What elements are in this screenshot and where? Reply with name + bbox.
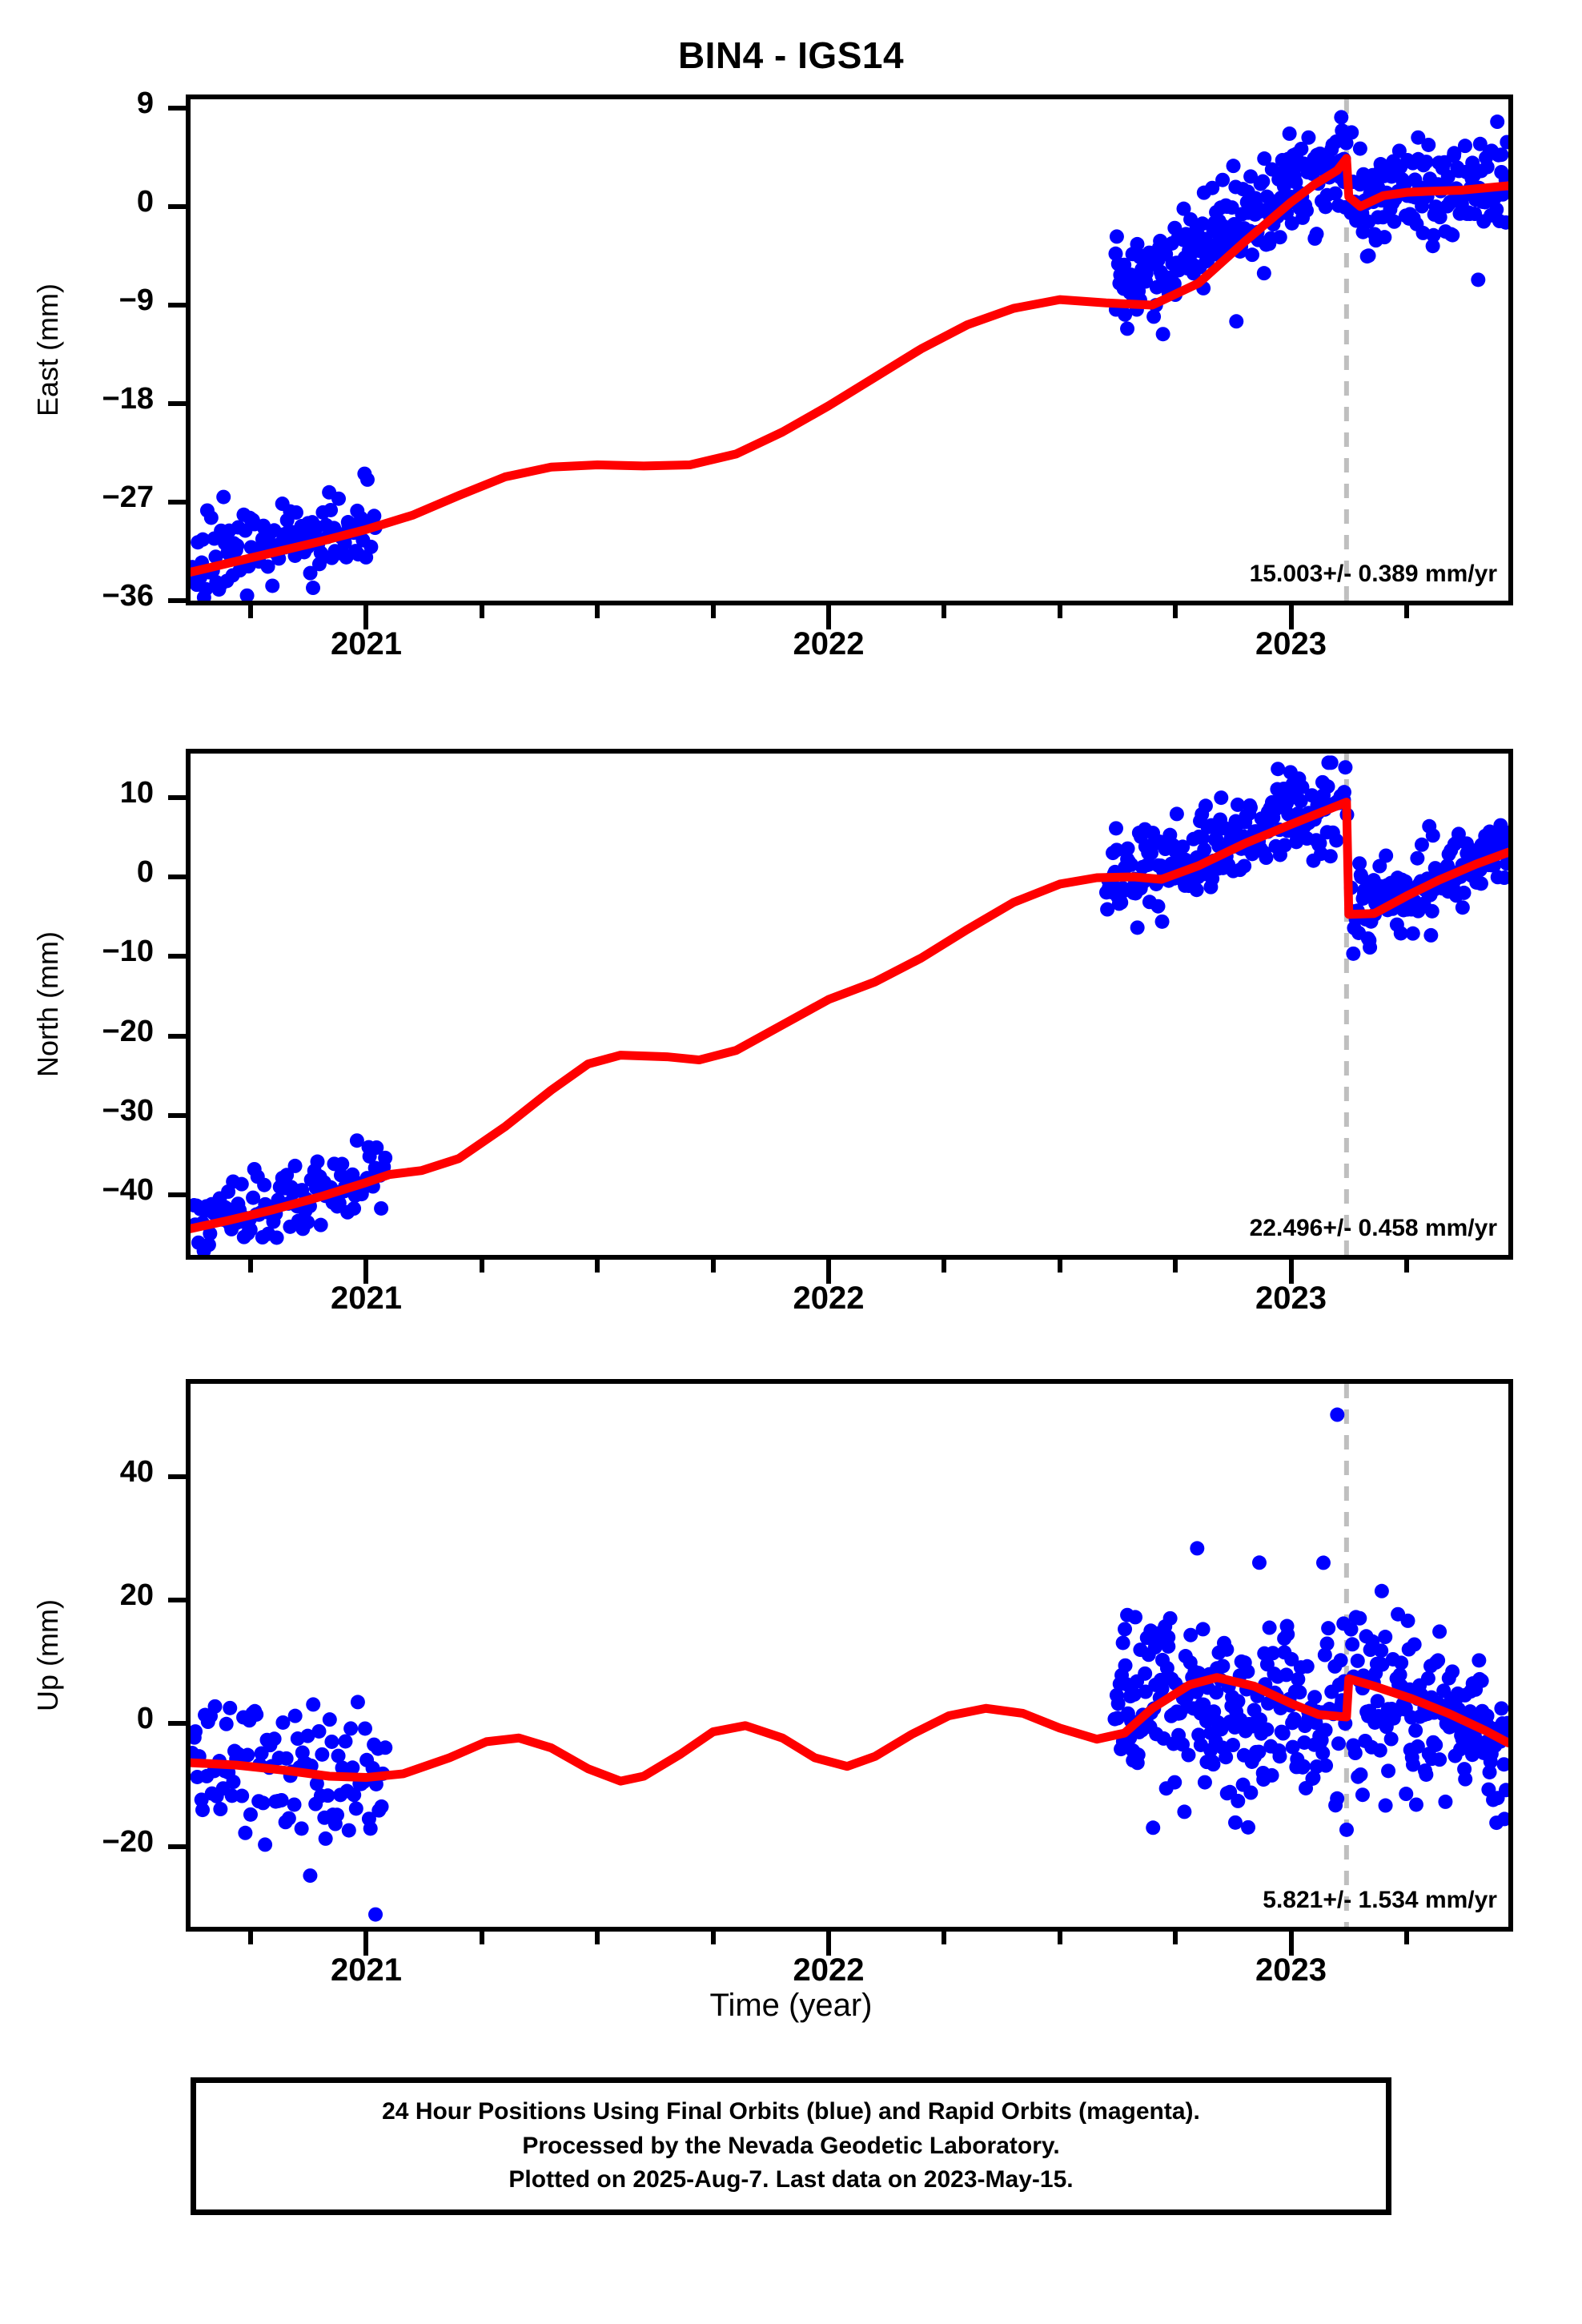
x-major-tick <box>826 605 831 629</box>
y-axis-label-east: East (mm) <box>31 283 64 416</box>
y-tick-label: −30 <box>102 1094 154 1128</box>
x-major-tick <box>363 605 369 629</box>
footer-line-3: Plotted on 2025-Aug-7. Last data on 2023… <box>508 2166 1074 2193</box>
y-tick-mark <box>168 1192 186 1198</box>
x-minor-tick <box>479 1932 484 1944</box>
y-tick-mark <box>168 203 186 209</box>
x-minor-tick <box>595 1260 600 1273</box>
model-fit-line <box>191 154 1508 577</box>
x-minor-tick <box>1173 1260 1178 1273</box>
x-minor-tick <box>710 1260 716 1273</box>
model-fit-line <box>191 1673 1508 1786</box>
x-major-tick <box>1288 1260 1294 1284</box>
x-major-tick <box>826 1260 831 1284</box>
x-major-tick <box>363 1260 369 1284</box>
model-fit-line <box>191 798 1508 1233</box>
x-tick-label: 2022 <box>793 626 865 661</box>
x-tick-label: 2022 <box>793 1281 865 1316</box>
y-tick-label: −36 <box>102 579 154 613</box>
x-minor-tick <box>479 1260 484 1273</box>
x-minor-tick <box>710 1932 716 1944</box>
y-tick-label: 0 <box>136 184 154 219</box>
y-tick-mark <box>168 1720 186 1726</box>
footer-line-2: Processed by the Nevada Geodetic Laborat… <box>522 2132 1060 2159</box>
footer-caption-box: 24 Hour Positions Using Final Orbits (bl… <box>191 2077 1391 2215</box>
plot-canvas-east <box>191 99 1508 601</box>
y-tick-label: −40 <box>102 1173 154 1208</box>
plot-area-north <box>186 749 1513 1260</box>
y-tick-mark <box>168 875 186 880</box>
y-tick-mark <box>168 105 186 111</box>
y-tick-label: 0 <box>136 855 154 890</box>
x-minor-tick <box>595 605 600 618</box>
x-tick-label: 2022 <box>793 1952 865 1988</box>
x-minor-tick <box>1057 1260 1062 1273</box>
footer-line-1: 24 Hour Positions Using Final Orbits (bl… <box>382 2098 1200 2125</box>
rate-annotation-north: 22.496+/- 0.458 mm/yr <box>1249 1215 1497 1241</box>
x-minor-tick <box>942 1260 947 1273</box>
x-tick-label: 2021 <box>330 1281 402 1316</box>
plot-area-up <box>186 1379 1513 1932</box>
x-minor-tick <box>1173 605 1178 618</box>
x-minor-tick <box>942 605 947 618</box>
plot-area-east <box>186 94 1513 605</box>
x-tick-label: 2021 <box>330 626 402 661</box>
y-tick-label: −27 <box>102 480 154 514</box>
y-tick-mark <box>168 499 186 505</box>
x-minor-tick <box>248 605 254 618</box>
y-axis-label-up: Up (mm) <box>31 1599 64 1711</box>
y-tick-mark <box>168 794 186 800</box>
x-minor-tick <box>1057 605 1062 618</box>
y-tick-mark <box>168 302 186 308</box>
x-minor-tick <box>248 1260 254 1273</box>
y-tick-label: 40 <box>119 1454 154 1489</box>
y-tick-mark <box>168 1033 186 1039</box>
y-tick-label: 0 <box>136 1701 154 1735</box>
page-title: BIN4 - IGS14 <box>677 34 905 76</box>
rate-annotation-up: 5.821+/- 1.534 mm/yr <box>1263 1887 1497 1913</box>
x-tick-label: 2021 <box>330 1952 402 1988</box>
x-minor-tick <box>1403 605 1409 618</box>
y-tick-label: 9 <box>136 86 154 120</box>
y-tick-label: 10 <box>119 775 154 810</box>
data-points-north <box>191 755 1508 1255</box>
y-tick-mark <box>168 1844 186 1849</box>
y-tick-label: −20 <box>102 1014 154 1048</box>
y-tick-mark <box>168 954 186 959</box>
y-tick-mark <box>168 1597 186 1602</box>
y-tick-label: −10 <box>102 935 154 969</box>
x-minor-tick <box>479 605 484 618</box>
x-minor-tick <box>1403 1260 1409 1273</box>
x-axis-label: Time (year) <box>709 1988 873 2023</box>
x-major-tick <box>1288 1932 1294 1956</box>
x-tick-label: 2023 <box>1255 1952 1327 1988</box>
rate-annotation-east: 15.003+/- 0.389 mm/yr <box>1249 561 1497 587</box>
y-tick-mark <box>168 1113 186 1119</box>
y-tick-label: −9 <box>118 283 154 317</box>
x-minor-tick <box>942 1932 947 1944</box>
y-tick-mark <box>168 1474 186 1479</box>
x-minor-tick <box>710 605 716 618</box>
x-minor-tick <box>1403 1932 1409 1944</box>
x-tick-label: 2023 <box>1255 1281 1327 1316</box>
y-tick-mark <box>168 598 186 603</box>
y-tick-label: −20 <box>102 1824 154 1859</box>
y-tick-label: −18 <box>102 381 154 416</box>
x-tick-label: 2023 <box>1255 626 1327 661</box>
x-major-tick <box>1288 605 1294 629</box>
x-minor-tick <box>1173 1932 1178 1944</box>
y-tick-mark <box>168 400 186 406</box>
x-major-tick <box>826 1932 831 1956</box>
plot-canvas-up <box>191 1384 1508 1927</box>
x-major-tick <box>363 1932 369 1956</box>
plot-canvas-north <box>191 754 1508 1255</box>
y-tick-label: 20 <box>119 1578 154 1612</box>
x-minor-tick <box>595 1932 600 1944</box>
data-points-up <box>191 1407 1508 1922</box>
x-minor-tick <box>248 1932 254 1944</box>
x-minor-tick <box>1057 1932 1062 1944</box>
